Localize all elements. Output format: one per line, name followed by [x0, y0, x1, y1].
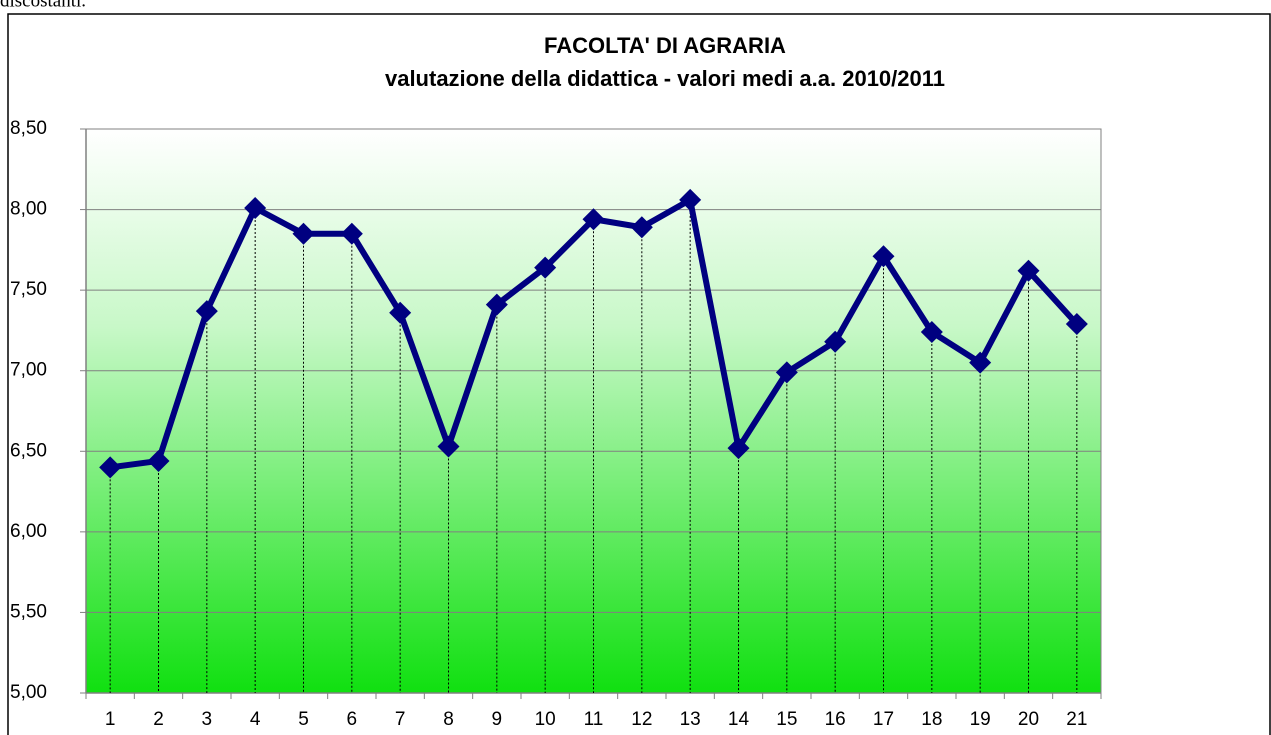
- x-tick-label: 18: [921, 709, 942, 730]
- x-tick-label: 13: [680, 709, 701, 730]
- x-tick-label: 19: [970, 709, 991, 730]
- x-tick-label: 2: [153, 709, 164, 730]
- y-tick-label: 6,00: [10, 521, 47, 542]
- x-tick-label: 10: [535, 709, 556, 730]
- x-tick-label: 20: [1018, 709, 1039, 730]
- marker: [437, 435, 460, 458]
- x-tick-label: 16: [825, 709, 846, 730]
- marker: [292, 222, 315, 245]
- marker: [727, 437, 750, 460]
- x-tick-label: 11: [584, 709, 604, 730]
- marker: [244, 196, 267, 219]
- x-tick-label: 4: [250, 709, 261, 730]
- marker: [147, 449, 170, 472]
- x-tick-label: 7: [395, 709, 406, 730]
- marker: [534, 256, 557, 279]
- marker: [824, 330, 847, 353]
- x-tick-label: 14: [728, 709, 750, 730]
- y-tick-label: 8,00: [10, 199, 47, 220]
- chart-frame: [7, 13, 1271, 735]
- marker: [1065, 312, 1088, 335]
- x-tick-label: 8: [443, 709, 454, 730]
- x-tick-label: 1: [105, 709, 116, 730]
- x-tick-label: 6: [347, 709, 358, 730]
- y-tick-label: 5,50: [10, 601, 47, 622]
- marker: [920, 321, 943, 344]
- chart-subtitle: valutazione della didattica - valori med…: [385, 66, 945, 91]
- x-tick-label: 5: [298, 709, 309, 730]
- marker: [969, 351, 992, 374]
- marker: [872, 245, 895, 268]
- marker: [679, 188, 702, 211]
- marker: [630, 216, 653, 239]
- y-tick-label: 8,50: [10, 118, 47, 139]
- marker: [775, 361, 798, 384]
- y-tick-label: 7,00: [10, 360, 47, 381]
- marker: [389, 301, 412, 324]
- marker: [1017, 259, 1040, 282]
- x-tick-label: 21: [1066, 709, 1087, 730]
- marker: [485, 293, 508, 316]
- x-tick-label: 15: [776, 709, 797, 730]
- x-tick-label: 17: [873, 709, 894, 730]
- marker: [582, 208, 605, 231]
- text-above: discostanti.: [0, 0, 86, 11]
- marker: [195, 300, 218, 323]
- chart-title: FACOLTA' DI AGRARIA: [544, 33, 786, 58]
- y-tick-label: 5,00: [10, 682, 47, 703]
- y-tick-label: 6,50: [10, 440, 47, 461]
- marker: [99, 456, 122, 479]
- marker: [340, 222, 363, 245]
- x-tick-label: 9: [492, 709, 503, 730]
- x-tick-label: 3: [202, 709, 213, 730]
- y-tick-label: 7,50: [10, 279, 47, 300]
- x-tick-label: 12: [631, 709, 652, 730]
